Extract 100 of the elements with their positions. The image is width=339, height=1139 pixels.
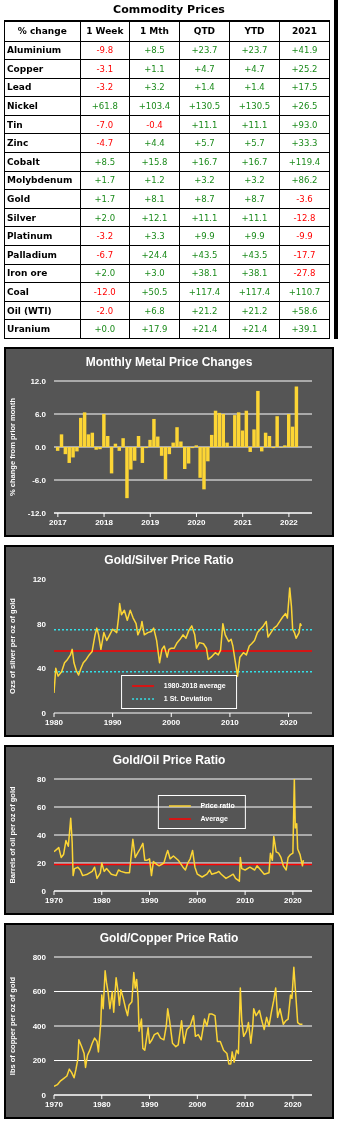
data-label: +11.1 [179,208,230,227]
data-label: +11.1 [229,208,280,227]
data-label: -4.7 [80,133,130,153]
bar [256,390,260,447]
x-tick-label: 1 Week [80,21,130,41]
bar [98,447,102,450]
data-label: +1.1 [129,59,180,79]
data-label: -3.1 [80,59,130,79]
y-tick-label: 800 [32,952,47,962]
x-tick-label: 1970 [45,1099,64,1109]
x-tick-label: 1980 [92,1099,112,1109]
x-tick-label: 1990 [140,895,159,905]
x-tick-label: 1980 [45,717,64,727]
y-tick-label: Silver [4,208,81,227]
data-label: +3.2 [229,171,280,190]
bar [67,447,71,463]
x-tick-label: QTD [179,21,230,41]
y-tick-label: 40 [37,664,47,674]
x-tick-label: 2010 [236,1099,255,1109]
x-tick-label: 1980 [92,895,112,905]
data-label: +15.8 [129,152,180,172]
data-label: -7.0 [80,115,130,134]
bar [102,414,106,447]
data-label: -2.0 [80,301,130,320]
y-tick-label: 12.0 [30,376,47,386]
data-label: +21.2 [179,301,230,320]
data-label: +8.7 [179,189,230,209]
data-label: +1.4 [229,78,280,97]
data-label: +117.4 [229,282,280,302]
y-tick-label: 80 [37,619,47,629]
data-label: +4.4 [129,133,180,153]
data-label: -17.7 [279,245,330,265]
data-label: +3.2 [179,171,230,190]
x-tick-label: 2000 [188,1099,207,1109]
y-tick-label: Platinum [4,226,81,246]
x-tick-label: 2010 [236,895,255,905]
data-label: +6.8 [129,301,180,320]
data-label: +8.5 [129,41,180,60]
chart-title: Gold/Copper Price Ratio [98,930,240,947]
bar [275,416,279,447]
data-label: +9.9 [179,226,230,246]
data-label: +4.7 [229,59,280,79]
data-label: +61.8 [80,96,130,116]
bar [94,447,98,450]
bar [152,418,156,447]
x-tick-label: 2020 [283,895,303,905]
y-tick-label: 60 [37,802,47,812]
line-series [54,779,305,882]
y-tick-label: Nickel [4,96,81,116]
data-label: +0.0 [80,319,130,339]
x-tick-label: 2017 [48,517,68,527]
data-label: +8.1 [129,189,180,209]
y-tick-label: Aluminium [4,41,81,60]
y-tick-label: Zinc [4,133,81,153]
y-tick-label: Copper [4,59,81,79]
y-tick-label: Iron ore [4,264,81,283]
y-tick-label: Coal [4,282,81,302]
data-label: +12.1 [129,208,180,227]
bar [202,447,206,490]
x-tick-label: 2010 [221,717,240,727]
data-label: +43.5 [179,245,230,265]
data-label: +130.5 [179,96,230,116]
bar [117,447,121,451]
data-label: +3.0 [129,264,180,283]
data-label: +5.7 [229,133,280,153]
x-tick-label: 2021 [233,517,253,527]
data-label: +11.1 [229,115,280,134]
data-label: -12.0 [80,282,130,302]
data-label: -3.2 [80,78,130,97]
data-label: +3.2 [129,78,180,97]
data-label: +5.7 [179,133,230,153]
x-tick-label: 2020 [283,1099,303,1109]
y-tick-label: 80 [37,774,47,784]
y-tick-label: -12.0 [27,508,47,518]
data-label: +38.1 [229,264,280,283]
y-tick-label: 0 [41,708,47,718]
data-label: +9.9 [229,226,280,246]
x-tick-label: 2019 [141,517,160,527]
chart-title: Monthly Metal Price Changes [84,354,254,371]
data-label: +50.5 [129,282,180,302]
data-label: +2.0 [80,208,130,227]
line-series [54,587,303,694]
y-tick-label: Molybdenum [4,171,81,190]
data-label: +21.2 [229,301,280,320]
y-tick-label: 0 [41,886,47,896]
x-tick-label: 2022 [280,517,299,527]
chart-title: Commodity Prices [112,2,226,18]
x-tick-label: 2018 [95,517,114,527]
bar [55,447,60,451]
data-label: +119.4 [279,152,330,172]
y-tick-label: -6.0 [32,475,47,485]
x-tick-label: YTD [229,21,280,41]
data-label: +39.1 [279,319,330,339]
data-label: +16.7 [229,152,280,172]
x-tick-label: 1 Mth [129,21,180,41]
data-label: -9.9 [279,226,330,246]
data-label: +86.2 [279,171,330,190]
data-label: -3.2 [80,226,130,246]
data-label: +21.4 [229,319,280,339]
bar [233,415,237,447]
